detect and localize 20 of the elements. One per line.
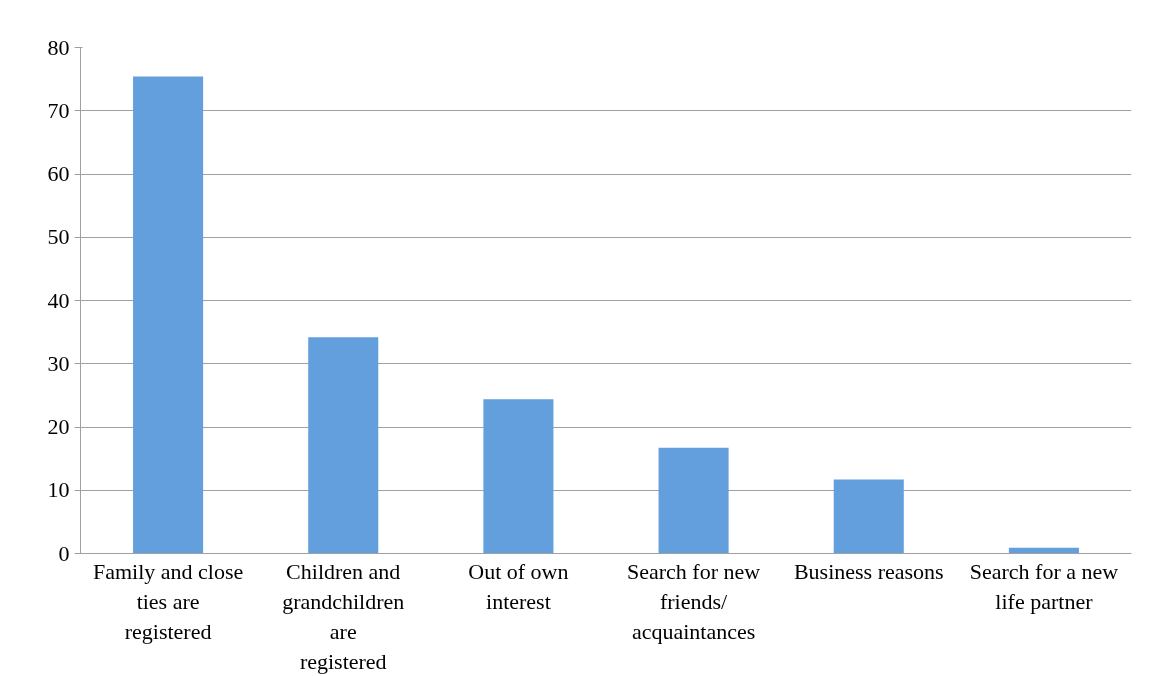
y-tick-label: 60 bbox=[47, 161, 70, 186]
y-tick-label: 80 bbox=[47, 34, 70, 60]
x-tick-label: Out of own interest bbox=[468, 558, 569, 614]
y-tick-label: 40 bbox=[47, 287, 70, 313]
bar bbox=[658, 447, 729, 554]
x-tick-label: Family and close ties are registered bbox=[92, 558, 244, 644]
bar bbox=[483, 399, 554, 554]
bar bbox=[308, 337, 379, 554]
bar bbox=[833, 479, 904, 554]
y-tick-label: 20 bbox=[47, 414, 70, 439]
x-tick-label: Children and grandchildren are registered bbox=[282, 558, 405, 674]
y-tick-label: 50 bbox=[47, 224, 70, 250]
x-tick-label: Business reasons bbox=[793, 558, 944, 584]
bar bbox=[133, 76, 204, 554]
x-tick-label: Search for new friends/ acquaintances bbox=[627, 558, 761, 644]
y-tick-label: 30 bbox=[47, 350, 70, 376]
y-tick-label: 70 bbox=[47, 97, 70, 123]
y-tick-label: 10 bbox=[47, 477, 70, 503]
y-tick-label: 0 bbox=[58, 540, 70, 566]
x-tick-label: Search for a new life partner bbox=[969, 558, 1119, 614]
